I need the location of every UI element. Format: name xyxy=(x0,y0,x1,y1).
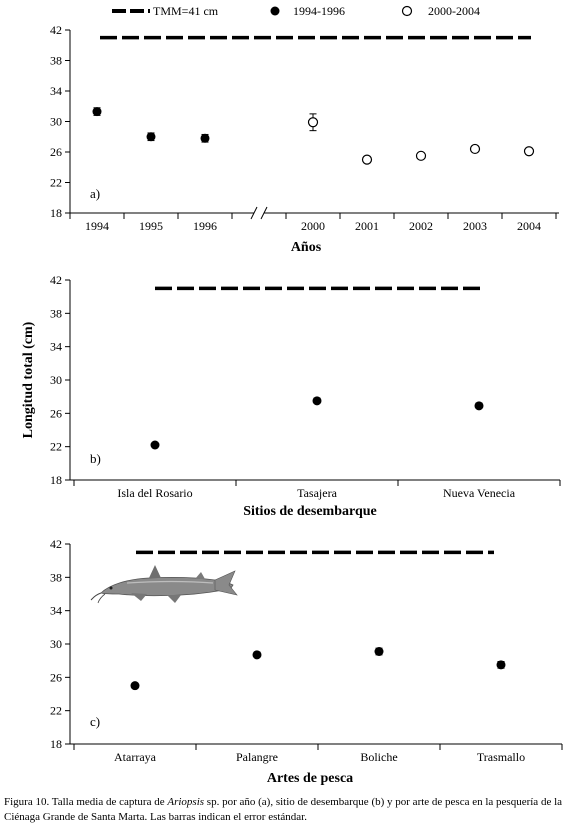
x-tick-label: 2003 xyxy=(463,219,487,233)
y-tick-label: 34 xyxy=(50,84,62,98)
caption-suffix: sp. por año (a), sitio de desembarque (b… xyxy=(4,796,563,823)
legend-label-2000-2004: 2000-2004 xyxy=(428,4,480,18)
y-tick-label: 22 xyxy=(50,176,62,190)
legend: TMM=41 cm 1994-1996 2000-2004 xyxy=(112,4,480,18)
y-tick-label: 26 xyxy=(50,670,62,684)
y-tick-label: 26 xyxy=(50,145,62,159)
x-tick-label: 2000 xyxy=(301,219,325,233)
x-tick-label: 1994 xyxy=(85,219,109,233)
x-tick-label: Boliche xyxy=(360,750,397,764)
panel-c-label: c) xyxy=(90,714,100,729)
axis-break-mark xyxy=(260,206,268,220)
data-point-open xyxy=(469,143,481,155)
y-tick-label: 34 xyxy=(50,340,62,354)
panel-b-ylabel: Longitud total (cm) xyxy=(21,321,36,438)
data-point-open xyxy=(523,146,535,157)
catfish-illustration xyxy=(90,565,238,604)
y-tick-label: 38 xyxy=(50,54,62,68)
caption-species: Ariopsis xyxy=(167,796,205,808)
legend-label-1994-1996: 1994-1996 xyxy=(293,4,345,18)
x-tick-label: 1995 xyxy=(139,219,163,233)
x-tick-label: Palangre xyxy=(236,750,278,764)
y-tick-label: 34 xyxy=(50,604,62,618)
panel-c-xlabel: Artes de pesca xyxy=(267,771,353,786)
data-point-filled xyxy=(92,107,102,117)
y-tick-label: 22 xyxy=(50,440,62,454)
y-tick-label: 18 xyxy=(50,206,62,220)
x-tick-label: Isla del Rosario xyxy=(117,486,192,500)
y-tick-label: 26 xyxy=(50,406,62,420)
x-tick-label: 2004 xyxy=(517,219,541,233)
legend-open-circle-symbol xyxy=(401,5,413,17)
y-tick-label: 18 xyxy=(50,737,62,751)
panel-a-xlabel: Años xyxy=(291,240,322,255)
y-tick-label: 30 xyxy=(50,637,62,651)
y-tick-label: 30 xyxy=(50,115,62,129)
data-point-open xyxy=(361,154,373,165)
x-tick-label: 2001 xyxy=(355,219,379,233)
x-tick-label: Atarraya xyxy=(114,750,157,764)
data-point-filled xyxy=(150,440,160,450)
legend-label-tmm: TMM=41 cm xyxy=(153,4,219,18)
data-point-filled xyxy=(200,133,210,143)
data-point-filled xyxy=(474,401,484,411)
x-tick-label: Nueva Venecia xyxy=(443,486,516,500)
caption-prefix: Figura 10. Talla media de captura de xyxy=(4,796,168,808)
data-point-filled xyxy=(312,396,322,406)
figure-caption: Figura 10. Talla media de captura de Ari… xyxy=(4,795,572,825)
data-point-open xyxy=(415,150,427,161)
y-tick-label: 38 xyxy=(50,306,62,320)
y-tick-label: 42 xyxy=(50,23,62,37)
chart-panel-a: a) Años 18 22 26 30 34 38 42 1994 1995 1996 2000 20… xyxy=(50,23,559,255)
y-tick-label: 30 xyxy=(50,373,62,387)
x-tick-label: 1996 xyxy=(193,219,217,233)
y-tick-label: 42 xyxy=(50,537,62,551)
chart-panel-b: b) Sitios de desembarque Longitud total … xyxy=(21,273,561,519)
data-point-filled xyxy=(374,647,384,656)
panel-a-label: a) xyxy=(90,186,100,201)
data-point-open xyxy=(307,117,319,128)
x-tick-label: 2002 xyxy=(409,219,433,233)
x-tick-label: Tasajera xyxy=(297,486,337,500)
panel-b-label: b) xyxy=(90,451,101,466)
legend-filled-circle-symbol xyxy=(270,6,280,16)
y-tick-label: 18 xyxy=(50,473,62,487)
y-tick-label: 38 xyxy=(50,570,62,584)
y-tick-label: 42 xyxy=(50,273,62,287)
data-point-filled xyxy=(496,660,506,670)
y-tick-label: 22 xyxy=(50,704,62,718)
data-point-filled xyxy=(146,132,156,142)
figure: TMM=41 cm 1994-1996 2000-2004 a) Años 18… xyxy=(21,4,563,786)
x-tick-label: Trasmallo xyxy=(477,750,525,764)
data-point-filled xyxy=(252,650,262,660)
axis-break-mark xyxy=(250,206,258,220)
chart-panel-c: c) Artes de pesca 18 22 26 30 34 38 42 Atarraya… xyxy=(50,537,563,786)
data-point-filled xyxy=(130,681,140,691)
panel-b-xlabel: Sitios de desembarque xyxy=(243,504,377,519)
